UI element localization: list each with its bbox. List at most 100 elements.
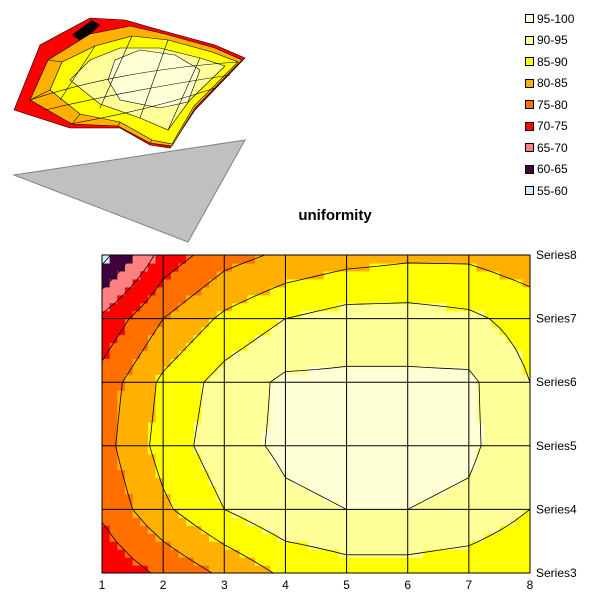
contour-cell [285, 437, 294, 447]
contour-cell [361, 255, 371, 264]
contour-cell [193, 374, 202, 383]
contour-cell [117, 262, 126, 272]
contour-cell [117, 358, 126, 367]
contour-cell [270, 406, 279, 415]
contour-cell [453, 270, 462, 280]
contour-cell [277, 437, 287, 447]
contour-cell [461, 406, 470, 415]
contour-cell [392, 406, 401, 415]
contour-cell [476, 302, 485, 312]
contour-cell [331, 493, 340, 503]
contour-cell [407, 302, 416, 312]
contour-cell [415, 318, 424, 328]
contour-cell [163, 406, 172, 415]
contour-cell [300, 501, 309, 510]
contour-cell [102, 525, 111, 534]
contour-cell [522, 382, 530, 391]
contour-cell [132, 342, 141, 351]
contour-cell [231, 485, 241, 495]
contour-cell [262, 453, 271, 463]
contour-cell [155, 310, 164, 320]
contour-cell [193, 255, 202, 264]
contour-cell [331, 406, 340, 415]
contour-cell [262, 278, 271, 288]
contour-line [102, 255, 194, 573]
contour-cell [231, 366, 241, 375]
contour-cell [216, 382, 225, 391]
contour-cell [209, 469, 218, 479]
contour-cell [400, 541, 409, 550]
contour-cell [155, 445, 164, 455]
contour-cell [170, 429, 180, 439]
contour-cell [384, 255, 394, 264]
contour-cell [468, 270, 478, 280]
contour-cell [407, 477, 416, 487]
contour-cell [231, 255, 241, 264]
contour-cell [178, 445, 187, 455]
contour-cell [254, 557, 264, 566]
contour-cell [186, 286, 195, 296]
contour-cell [216, 278, 225, 288]
contour-cell [384, 382, 394, 391]
contour-cell [193, 334, 202, 344]
contour-cell [407, 326, 416, 336]
contour-cell [178, 326, 187, 336]
contour-cell [461, 302, 470, 312]
contour-cell [476, 557, 485, 566]
contour-cell [361, 533, 371, 542]
contour-cell [124, 461, 134, 471]
contour-cell [155, 374, 164, 383]
contour-cell [384, 286, 394, 296]
contour-cell [323, 517, 332, 526]
contour-cell [407, 358, 416, 367]
contour-cell [102, 255, 111, 264]
contour-cell [247, 453, 256, 463]
contour-cell [109, 485, 118, 495]
contour-cell [316, 517, 325, 526]
legend-item: 85-90 [525, 51, 599, 73]
contour-cell [361, 278, 371, 288]
contour-cell [522, 565, 530, 573]
contour-cell [247, 477, 256, 487]
contour-cell [231, 461, 241, 471]
contour-cell [270, 374, 279, 383]
contour-cell [140, 421, 149, 431]
contour-cell [514, 557, 523, 566]
contour-cell [514, 445, 523, 455]
contour-cell [423, 255, 432, 264]
contour-cell [476, 501, 485, 510]
contour-cell [338, 469, 348, 479]
contour-cell [300, 493, 309, 503]
contour-cell [132, 374, 141, 383]
contour-cell [109, 525, 118, 534]
contour-cell [346, 334, 355, 344]
contour-cell [384, 541, 394, 550]
contour-cell [384, 509, 394, 518]
contour-cell [522, 509, 530, 518]
legend-swatch [525, 121, 534, 131]
contour-cell [423, 509, 432, 518]
contour-cell [293, 278, 302, 288]
contour-cell [201, 414, 210, 423]
y-tick-label: Series5 [536, 439, 577, 453]
contour-cell [415, 334, 424, 344]
contour-cell [507, 501, 516, 510]
contour-cell [293, 541, 302, 550]
contour-cell [316, 557, 325, 566]
contour-cell [423, 437, 432, 447]
contour-cell [209, 390, 218, 399]
contour-cell [239, 334, 248, 344]
contour-cell [262, 493, 271, 503]
contour-cell [224, 477, 233, 487]
contour-cell [453, 262, 462, 272]
contour-cell [285, 342, 294, 351]
contour-cell [392, 374, 401, 383]
contour-cell [300, 382, 309, 391]
contour-cell [476, 525, 485, 534]
contour-cell [293, 414, 302, 423]
contour-cell [369, 565, 378, 573]
contour-cell [178, 302, 187, 312]
contour-cell [438, 262, 447, 272]
contour-cell [270, 294, 279, 304]
contour-cell [323, 350, 332, 359]
